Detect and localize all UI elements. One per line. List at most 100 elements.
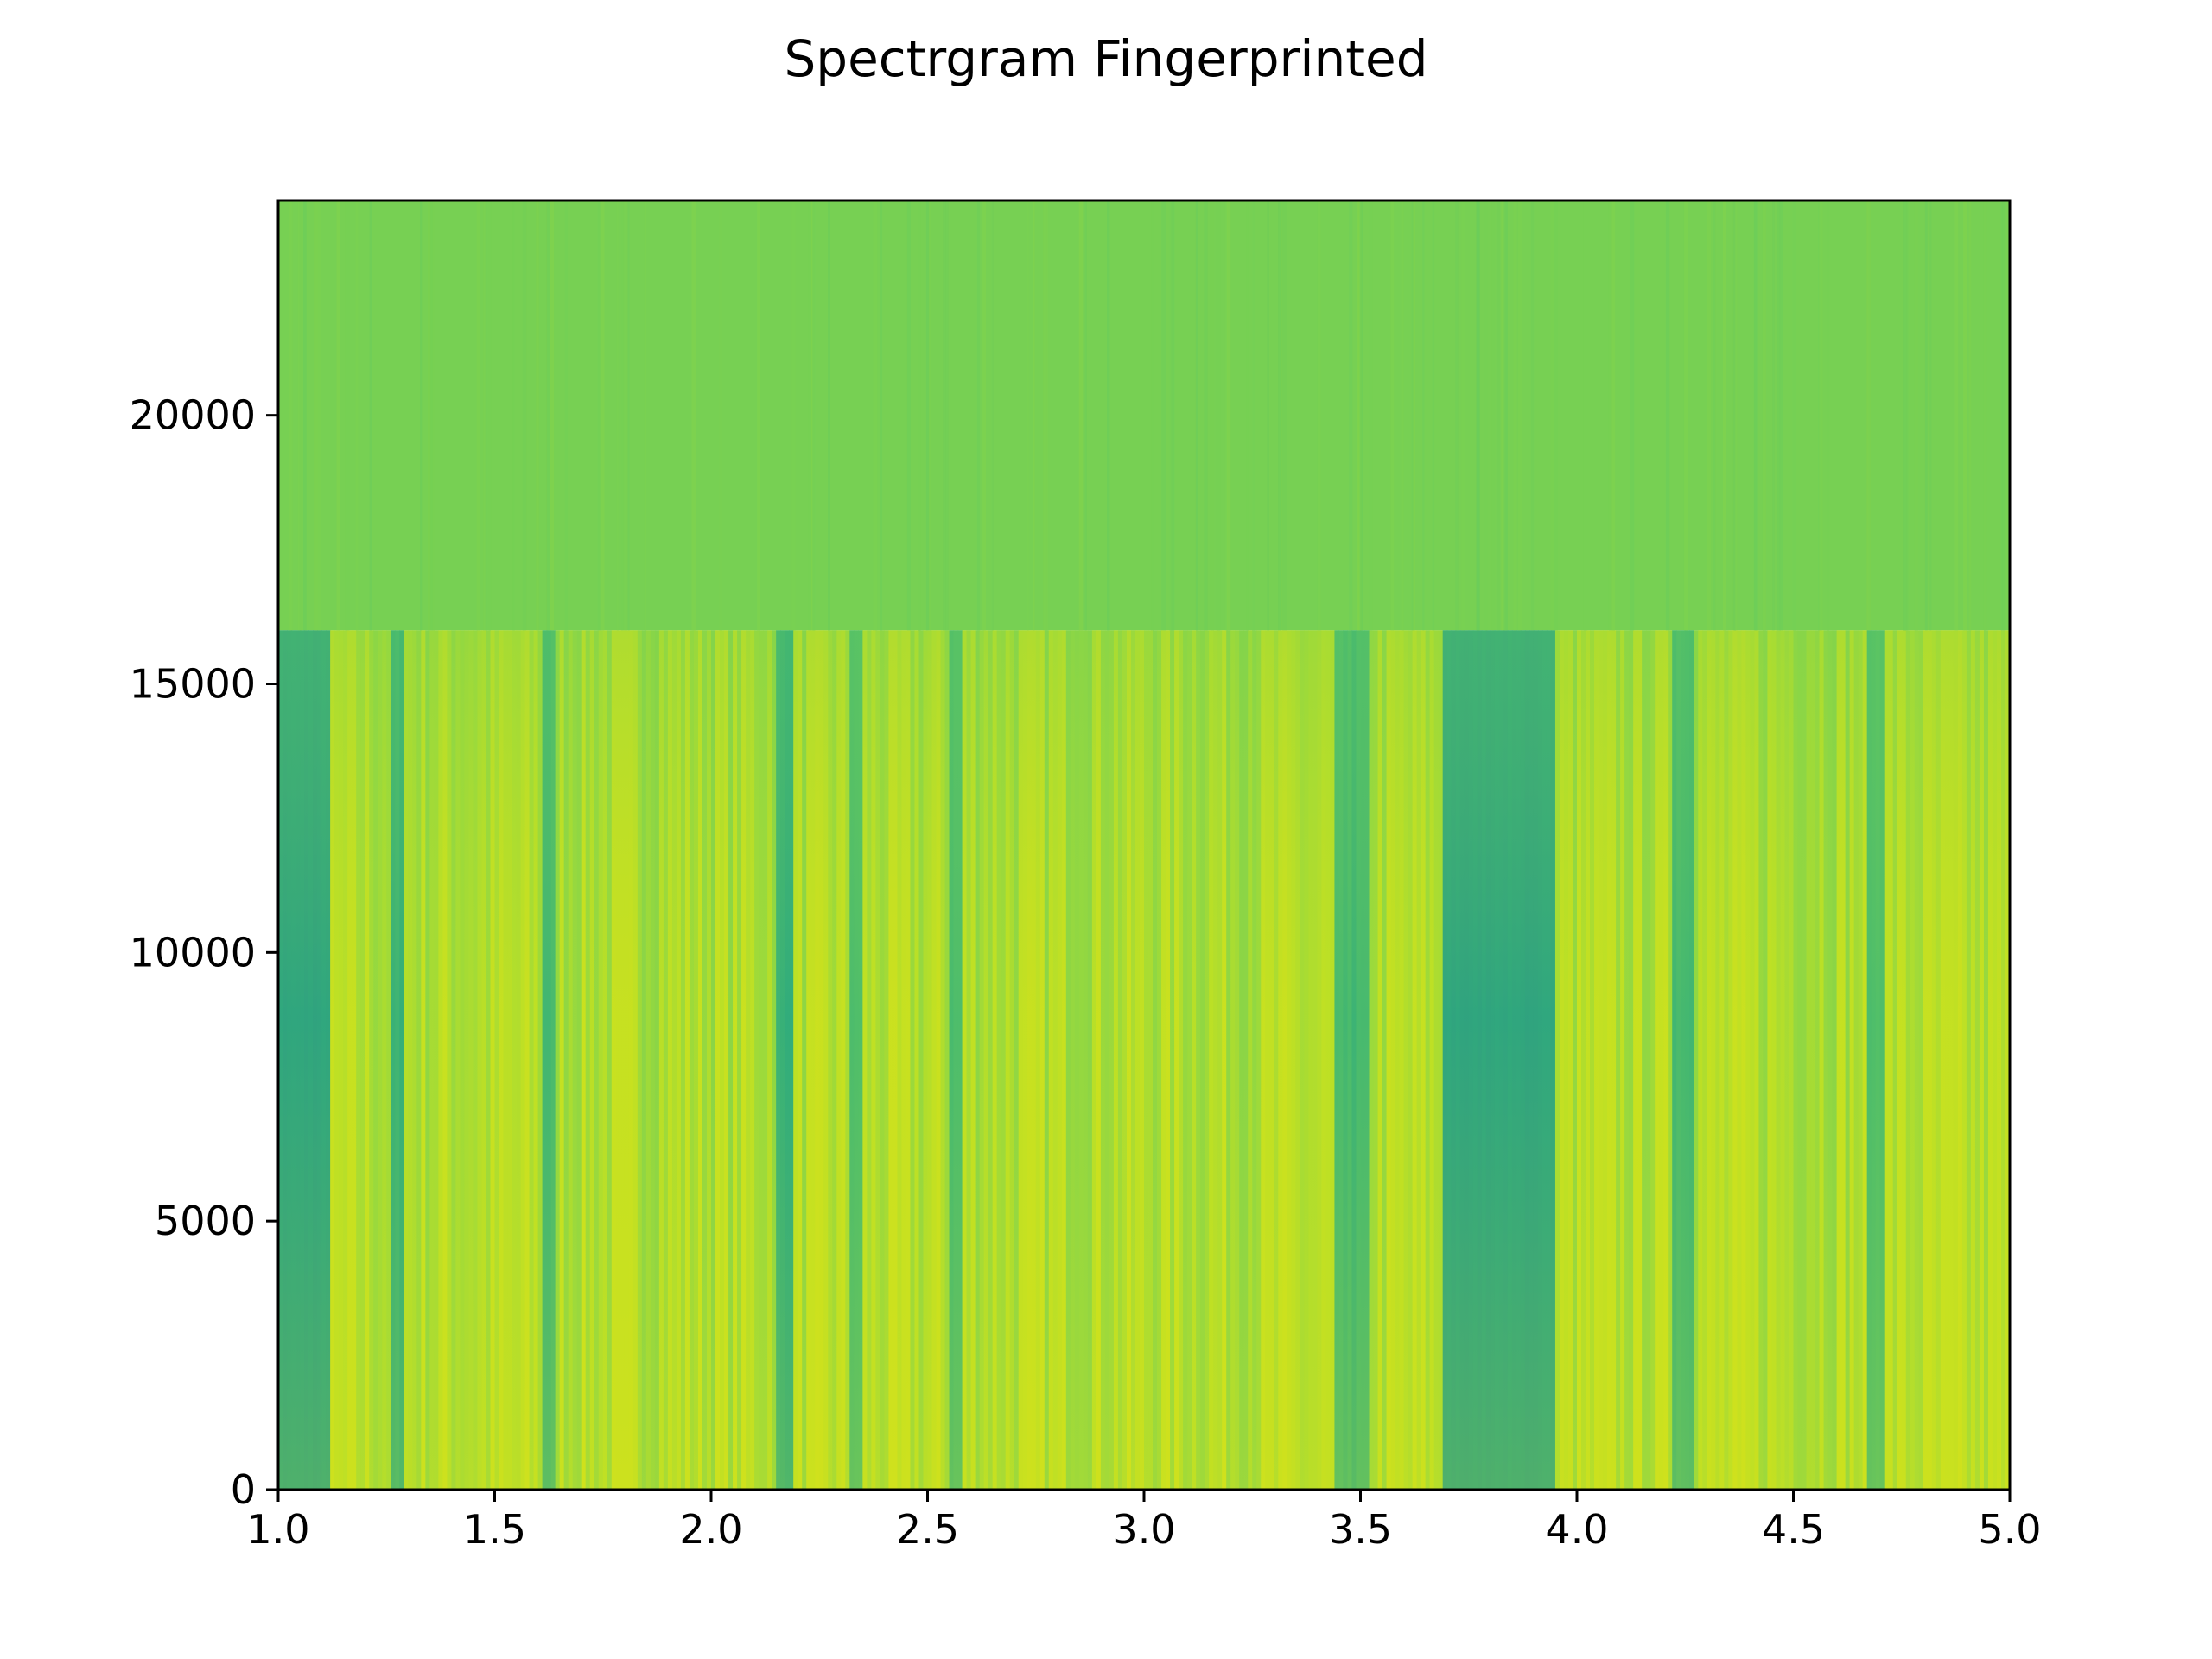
upper-band-streak bbox=[337, 200, 340, 630]
y-tick-label: 20000 bbox=[130, 392, 256, 439]
upper-band-streak bbox=[1390, 200, 1394, 630]
upper-band-streak bbox=[1630, 200, 1635, 630]
upper-band-streak bbox=[477, 200, 480, 630]
upper-band-streak bbox=[1360, 200, 1363, 630]
upper-band-streak bbox=[428, 200, 429, 630]
upper-band-streak bbox=[550, 200, 554, 630]
x-tick-label: 1.0 bbox=[246, 1506, 309, 1553]
upper-band-streak bbox=[1707, 200, 1711, 630]
upper-band-streak bbox=[1684, 200, 1688, 630]
upper-band-streak bbox=[1282, 200, 1287, 630]
upper-band-streak bbox=[645, 200, 646, 630]
upper-band-streak bbox=[1151, 200, 1154, 630]
y-axis: 0 5000 10000 15000 20000 bbox=[130, 392, 278, 1513]
upper-band-streak bbox=[1485, 200, 1488, 630]
upper-band-streak bbox=[1735, 200, 1738, 630]
upper-band-streak bbox=[907, 200, 911, 630]
upper-band-streak bbox=[1370, 200, 1373, 630]
upper-band-streak bbox=[1713, 200, 1715, 630]
upper-band-streak bbox=[430, 200, 433, 630]
upper-band-streak bbox=[628, 200, 630, 630]
upper-band-streak bbox=[757, 200, 760, 630]
upper-band-streak bbox=[1531, 200, 1535, 630]
upper-band-streak bbox=[2003, 200, 2006, 630]
upper-band-streak bbox=[1929, 200, 1931, 630]
upper-band-streak bbox=[1246, 200, 1249, 630]
upper-band-streak bbox=[1723, 200, 1726, 630]
upper-band-streak bbox=[1867, 200, 1871, 630]
upper-band-streak bbox=[982, 200, 986, 630]
upper-band-streak bbox=[1402, 200, 1404, 630]
upper-band-streak bbox=[624, 200, 627, 630]
y-tick-label: 0 bbox=[231, 1466, 256, 1513]
upper-band-streak bbox=[1984, 200, 1986, 630]
upper-band-streak bbox=[1455, 200, 1459, 630]
x-axis: 1.0 1.5 2.0 2.5 3.0 3.5 4.0 4.5 5.0 bbox=[246, 1490, 2041, 1553]
upper-band-streak bbox=[1278, 200, 1281, 630]
upper-band-streak bbox=[1422, 200, 1424, 630]
chart-title: Spectrgram Fingerprinted bbox=[784, 29, 1427, 88]
upper-band-streak bbox=[1955, 200, 1959, 630]
upper-band-streak bbox=[621, 200, 624, 630]
x-tick-label: 4.0 bbox=[1545, 1506, 1608, 1553]
upper-band-streak bbox=[1318, 200, 1321, 630]
upper-band-streak bbox=[1227, 200, 1231, 630]
upper-band-streak bbox=[1819, 200, 1822, 630]
upper-band-streak bbox=[370, 200, 372, 630]
upper-band-streak bbox=[356, 200, 359, 630]
lower-band-shading bbox=[278, 630, 2010, 1490]
upper-band-streak bbox=[719, 200, 722, 630]
upper-band-streak bbox=[2001, 200, 2003, 630]
x-tick-label: 5.0 bbox=[1978, 1506, 2041, 1553]
upper-band-streak bbox=[486, 200, 488, 630]
upper-band-streak bbox=[300, 200, 302, 630]
upper-band-streak bbox=[1252, 200, 1255, 630]
upper-band-streak bbox=[1492, 200, 1495, 630]
upper-band-streak bbox=[601, 200, 605, 630]
x-tick-label: 4.5 bbox=[1762, 1506, 1825, 1553]
spectrogram-heatmap bbox=[278, 200, 2011, 1490]
upper-band-streak bbox=[1793, 200, 1796, 630]
upper-band-streak bbox=[1414, 200, 1415, 630]
upper-band-streak bbox=[1161, 200, 1166, 630]
upper-band-streak bbox=[926, 200, 929, 630]
upper-band-streak bbox=[1666, 200, 1670, 630]
upper-band-streak bbox=[420, 200, 422, 630]
x-tick-label: 2.5 bbox=[896, 1506, 959, 1553]
upper-band-streak bbox=[828, 200, 830, 630]
upper-band-streak bbox=[1027, 200, 1029, 630]
upper-band-streak bbox=[317, 200, 321, 630]
upper-band-streak bbox=[977, 200, 980, 630]
upper-band-streak bbox=[1754, 200, 1758, 630]
upper-band-streak bbox=[1504, 200, 1508, 630]
upper-band-streak bbox=[1461, 200, 1465, 630]
upper-band-streak bbox=[1779, 200, 1783, 630]
upper-band-streak bbox=[792, 200, 796, 630]
upper-band-streak bbox=[1772, 200, 1775, 630]
upper-band-streak bbox=[1903, 200, 1906, 630]
upper-band-streak bbox=[547, 200, 550, 630]
upper-band-streak bbox=[880, 200, 882, 630]
upper-band-streak bbox=[1827, 200, 1830, 630]
upper-band-streak bbox=[1609, 200, 1611, 630]
upper-band-streak bbox=[1033, 200, 1034, 630]
upper-band-streak bbox=[1433, 200, 1435, 630]
x-tick-label: 3.5 bbox=[1329, 1506, 1392, 1553]
y-tick-label: 15000 bbox=[130, 661, 256, 708]
upper-band-streak bbox=[314, 200, 318, 630]
upper-band-streak bbox=[433, 200, 435, 630]
upper-band-streak bbox=[946, 200, 949, 630]
upper-band-streak bbox=[536, 200, 538, 630]
upper-band-streak bbox=[1217, 200, 1221, 630]
upper-band-streak bbox=[1514, 200, 1517, 630]
upper-band-streak bbox=[692, 200, 696, 630]
upper-band-streak bbox=[523, 200, 526, 630]
upper-band-streak bbox=[617, 200, 619, 630]
upper-band-streak bbox=[1915, 200, 1918, 630]
upper-band-streak bbox=[808, 200, 811, 630]
upper-band-streak bbox=[1107, 200, 1110, 630]
upper-band-streak bbox=[1584, 200, 1587, 630]
upper-band-streak bbox=[1518, 200, 1522, 630]
upper-band-streak bbox=[303, 200, 307, 630]
